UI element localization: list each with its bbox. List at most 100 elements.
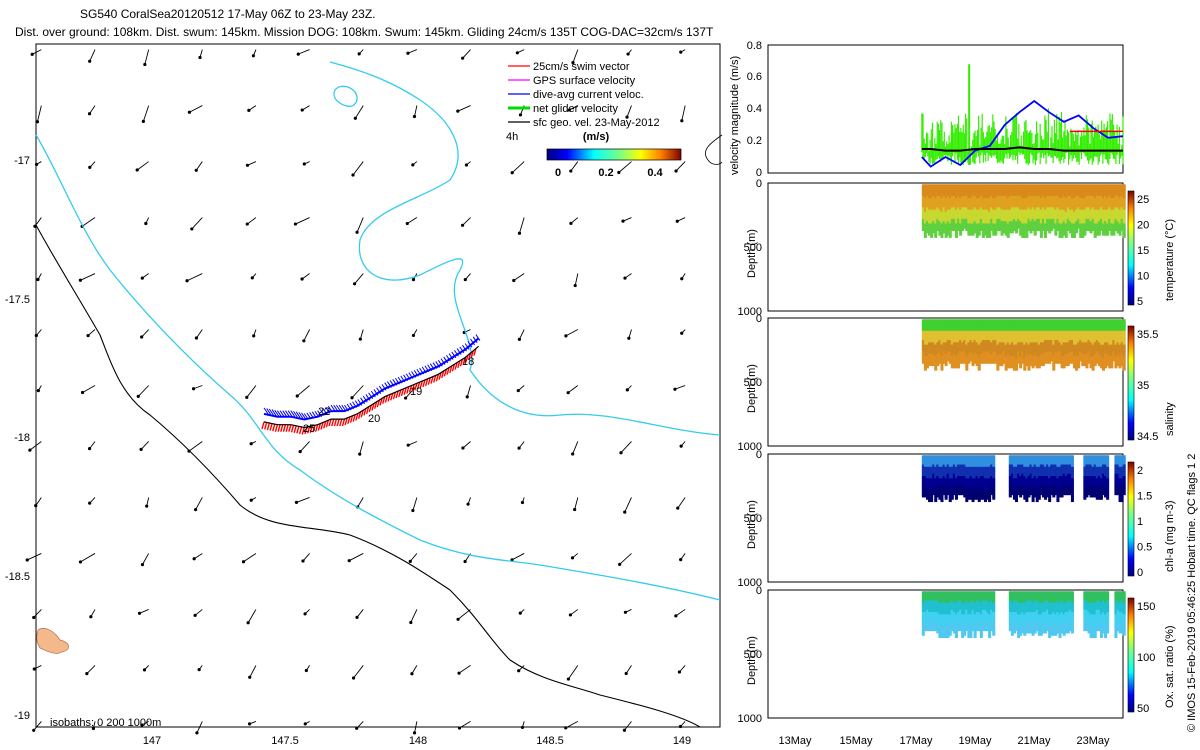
- profile-sample: [969, 328, 973, 332]
- profile-sample: [983, 228, 987, 232]
- profile-sample: [981, 358, 985, 362]
- swim-vector: [336, 418, 340, 427]
- profile-sample: [1064, 337, 1068, 341]
- profile-sample: [1056, 342, 1060, 346]
- profile-sample: [930, 494, 934, 498]
- profile-sample: [1031, 340, 1035, 344]
- isobath-200m: [35, 134, 721, 601]
- geo-velocity-arrow: [572, 49, 579, 63]
- profile-sample: [1064, 186, 1068, 190]
- profile-sample: [944, 321, 948, 325]
- map-frame: [35, 43, 721, 728]
- profile-sample: [1114, 207, 1118, 211]
- profile-sample: [934, 234, 938, 238]
- profile-sample: [979, 335, 983, 339]
- profile-sample: [1046, 202, 1050, 206]
- profile-sample: [996, 319, 1000, 323]
- profile-sample: [938, 188, 942, 192]
- profile-sample: [994, 323, 998, 327]
- profile-sample: [928, 496, 932, 500]
- profile-sample: [1012, 214, 1016, 218]
- profile-sample: [1079, 335, 1083, 339]
- profile-sample: [925, 492, 929, 496]
- profile-sample: [1066, 209, 1070, 213]
- profile-sample: [1062, 209, 1066, 213]
- geo-velocity-arrow: [409, 553, 418, 562]
- profile-sample: [1031, 321, 1035, 325]
- profile-sample: [1066, 216, 1070, 220]
- profile-sample: [961, 214, 965, 218]
- profile-sample: [1048, 191, 1052, 195]
- profile-sample: [1077, 186, 1081, 190]
- profile-sample: [923, 360, 927, 364]
- profile-sample: [1050, 358, 1054, 362]
- profile-sample: [1097, 188, 1101, 192]
- profile-sample: [1041, 344, 1045, 348]
- profile-sample: [1085, 323, 1089, 327]
- profile-sample: [921, 469, 925, 473]
- geo-velocity-arrowhead: [570, 556, 575, 560]
- profile-sample: [1044, 225, 1048, 229]
- profile-sample: [1015, 198, 1019, 202]
- profile-sample: [1108, 223, 1112, 227]
- profile-sample: [1081, 344, 1085, 348]
- profile-sample: [952, 188, 956, 192]
- profile-sample: [1012, 184, 1016, 188]
- profile-sample: [932, 323, 936, 327]
- profile-sample: [1108, 214, 1112, 218]
- profile-sample: [936, 214, 940, 218]
- profile-sample: [1066, 221, 1070, 225]
- profile-sample: [1039, 333, 1043, 337]
- profile-sample: [1006, 216, 1010, 220]
- profile-sample: [1039, 232, 1043, 236]
- profile-sample: [1087, 218, 1091, 222]
- profile-sample: [1079, 202, 1083, 206]
- profile-sample: [1108, 205, 1112, 209]
- geo-velocity-arrow: [354, 273, 364, 285]
- profile-sample: [932, 356, 936, 360]
- profile-sample: [1070, 191, 1074, 195]
- profile-sample: [1006, 337, 1010, 341]
- geo-velocity-arrowhead: [246, 621, 250, 625]
- profile-sample: [1025, 232, 1029, 236]
- profile-sample: [1015, 195, 1019, 199]
- profile-sample: [967, 209, 971, 213]
- profile-sample: [1114, 184, 1118, 188]
- profile-sample: [1089, 321, 1093, 325]
- map-xtick: 148.5: [536, 735, 564, 747]
- profile-sample: [971, 346, 975, 350]
- profile-sample: [1004, 230, 1008, 234]
- profile-sample: [1023, 221, 1027, 225]
- profile-sample: [1054, 198, 1058, 202]
- profile-sample: [961, 200, 965, 204]
- profile-sample: [1012, 202, 1016, 206]
- profile-sample: [1050, 337, 1054, 341]
- profile-sample: [934, 340, 938, 344]
- profile-sample: [967, 205, 971, 209]
- profile-sample: [946, 198, 950, 202]
- geo-velocity-arrowhead: [249, 498, 253, 502]
- profile-sample: [1073, 333, 1077, 337]
- profile-sample: [1029, 353, 1033, 357]
- profile-sample: [952, 209, 956, 213]
- profile-sample: [986, 358, 990, 362]
- profile-sample: [1000, 218, 1004, 222]
- profile-sample: [969, 323, 973, 327]
- profile-sample: [1120, 186, 1124, 190]
- profile-sample: [961, 221, 965, 225]
- profile-sample: [1085, 328, 1089, 332]
- profile-sample: [1048, 342, 1052, 346]
- profile-sample: [954, 335, 958, 339]
- profile-sample: [1056, 326, 1060, 330]
- profile-sample: [1118, 344, 1122, 348]
- profile-sample: [996, 221, 1000, 225]
- geo-velocity-arrowhead: [144, 221, 148, 226]
- profile-sample: [1091, 200, 1095, 204]
- profile-sample: [1108, 323, 1112, 327]
- profile-sample: [1112, 191, 1116, 195]
- depth-colorbar: [1127, 190, 1135, 306]
- profile-sample: [990, 193, 994, 197]
- profile-sample: [1060, 326, 1064, 330]
- profile-sample: [1019, 191, 1023, 195]
- profile-sample: [932, 321, 936, 325]
